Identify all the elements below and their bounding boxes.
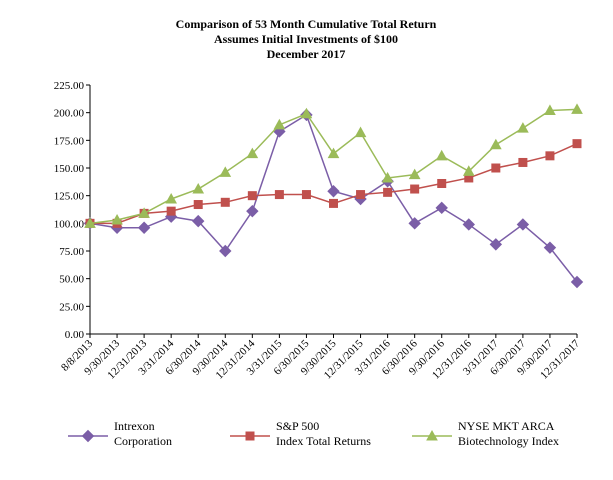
data-point-square (247, 191, 257, 201)
y-tick-label: 100.00 (54, 218, 85, 230)
y-tick-label: 225.00 (54, 80, 85, 92)
data-point-diamond (435, 201, 448, 215)
data-point-diamond (192, 214, 205, 228)
legend-label: Biotechnology Index (458, 434, 559, 448)
data-point-square (220, 197, 230, 207)
y-tick-label: 125.00 (54, 191, 85, 203)
data-point-triangle (489, 138, 502, 150)
y-tick-label: 50.00 (59, 274, 84, 286)
data-point-triangle (138, 207, 150, 218)
data-point-triangle (246, 147, 259, 159)
data-point-square (329, 198, 338, 208)
data-point-square (166, 206, 176, 216)
data-point-triangle (408, 168, 421, 180)
data-point-triangle (327, 147, 340, 159)
series (83, 103, 584, 289)
data-point-triangle (517, 122, 529, 133)
data-point-diamond (570, 275, 584, 289)
data-point-triangle (462, 165, 475, 176)
y-tick-label: 150.00 (54, 163, 85, 175)
data-point-diamond (137, 221, 151, 234)
x-axis-ticks: 8/8/20139/30/201312/31/20133/31/20146/30… (59, 334, 582, 382)
series-triangle (84, 103, 583, 228)
legend-label: Index Total Returns (276, 434, 371, 448)
data-point-diamond (543, 241, 557, 254)
legend-marker-square (245, 431, 255, 441)
data-point-diamond (516, 218, 530, 231)
data-point-triangle (192, 182, 205, 194)
legend-label: S&P 500 (276, 419, 319, 433)
chart-title-line-3: December 2017 (267, 47, 346, 61)
data-point-diamond (327, 185, 340, 198)
data-point-triangle (544, 104, 556, 115)
y-tick-label: 75.00 (59, 246, 84, 258)
data-point-square (410, 184, 420, 194)
data-point-triangle (165, 192, 178, 204)
data-point-triangle (571, 103, 583, 114)
data-point-triangle (435, 149, 448, 161)
data-point-square (383, 187, 393, 197)
data-point-triangle (273, 118, 286, 130)
series-diamond (83, 108, 584, 289)
data-point-triangle (84, 217, 96, 228)
chart-title: Comparison of 53 Month Cumulative Total … (176, 17, 437, 61)
legend-marker-triangle (426, 429, 438, 441)
legend-marker-diamond (81, 429, 95, 443)
data-point-triangle (111, 213, 123, 225)
data-point-diamond (462, 218, 475, 231)
axes (89, 85, 577, 335)
data-point-square (545, 151, 555, 161)
y-axis-ticks: 0.00 25.00 50.00 75.00 100.00 125.00 150.00 175… (54, 80, 90, 341)
data-point-diamond (408, 217, 421, 230)
data-point-square (437, 178, 447, 188)
y-tick-label: 200.00 (54, 108, 85, 120)
data-point-triangle (219, 166, 232, 177)
data-point-diamond (219, 244, 232, 258)
data-point-diamond (489, 238, 503, 251)
data-point-square (356, 190, 366, 200)
data-point-square (301, 190, 311, 200)
chart-title-line-1: Comparison of 53 Month Cumulative Total … (176, 17, 437, 31)
y-tick-label: 175.00 (54, 135, 85, 147)
data-point-triangle (381, 171, 394, 183)
y-tick-label: 25.00 (59, 301, 84, 313)
data-point-square (491, 163, 501, 173)
y-tick-label: 0.00 (65, 329, 85, 341)
data-point-square (518, 157, 528, 167)
data-point-square (572, 139, 582, 149)
legend-label: Intrexon (114, 419, 155, 433)
data-point-square (274, 190, 284, 200)
data-point-diamond (246, 204, 259, 218)
chart-title-line-2: Assumes Initial Investments of $100 (214, 32, 398, 46)
data-point-triangle (300, 107, 313, 119)
legend-label: Corporation (114, 434, 172, 448)
legend-label: NYSE MKT ARCA (458, 419, 555, 433)
data-point-triangle (354, 126, 367, 138)
data-point-square (193, 200, 203, 210)
